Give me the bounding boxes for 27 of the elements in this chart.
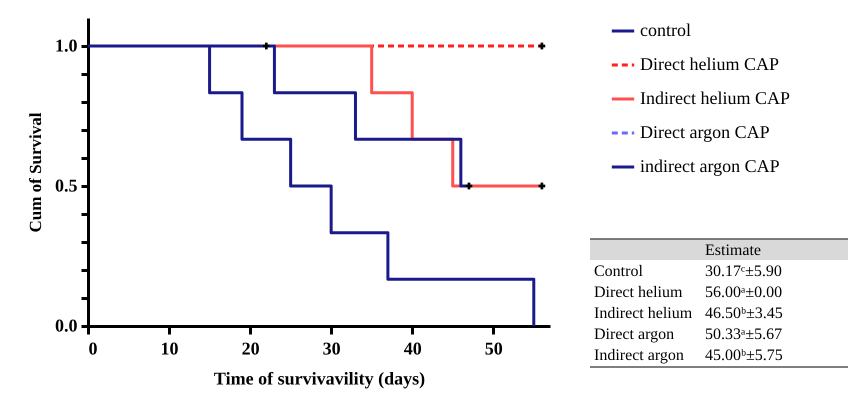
text: 50.33ᵃ±5.67 xyxy=(705,326,782,343)
x-tick-label: 0 xyxy=(88,338,98,358)
text: 56.00ᵃ±0.00 xyxy=(705,284,782,301)
x-tick-label: 10 xyxy=(160,338,179,358)
x-tick-label: 30 xyxy=(322,338,341,358)
text: 46.50ᵇ±3.45 xyxy=(705,305,783,322)
legend-label: Direct argon CAP xyxy=(640,122,770,142)
text: Direct argon xyxy=(594,326,674,343)
y-tick-label: 1.0 xyxy=(55,36,78,56)
text: 45.00ᵇ±5.75 xyxy=(705,347,783,364)
x-tick-label: 20 xyxy=(242,338,260,358)
x-tick-label: 40 xyxy=(404,338,422,358)
legend-label: indirect argon CAP xyxy=(640,156,780,176)
text: Indirect argon xyxy=(594,347,684,364)
legend-label: Direct helium CAP xyxy=(640,54,779,74)
text: Indirect helium xyxy=(594,305,693,322)
text: Direct helium xyxy=(594,284,683,301)
y-axis-title: Cum of Survival xyxy=(26,112,45,232)
y-tick-label: 0.0 xyxy=(55,316,78,336)
text: 30.17ᶜ±5.90 xyxy=(705,263,782,280)
text: Control xyxy=(594,263,644,280)
y-tick-label: 0.5 xyxy=(55,176,78,196)
legend-label: Indirect helium CAP xyxy=(640,88,790,108)
x-axis-title: Time of survivavility (days) xyxy=(214,368,426,388)
text: Estimate xyxy=(705,242,761,259)
legend-label: control xyxy=(640,20,691,40)
x-tick-label: 50 xyxy=(484,338,503,358)
